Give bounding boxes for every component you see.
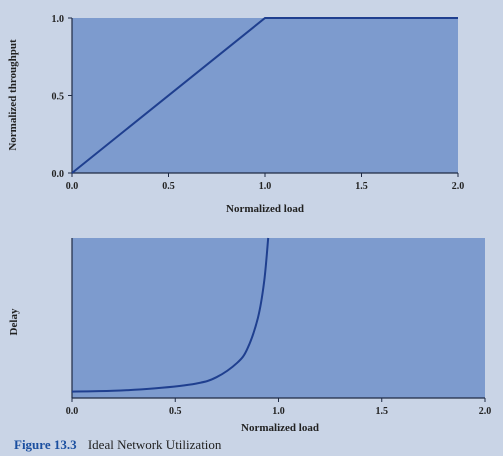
throughput-series-line [71,17,458,174]
throughput-x-tick-label: 0.0 [66,181,79,192]
figure-title: Ideal Network Utilization [87,437,222,452]
delay-chart: 0.0 0.5 1.0 1.5 2.0 Normalized load Delay [8,237,492,434]
delay-x-tick-label: 0.5 [169,406,182,417]
throughput-x-tick-label: 1.5 [355,181,368,192]
throughput-x-tick-label: 0.5 [162,181,175,192]
throughput-x-axis-title: Normalized load [226,203,304,215]
delay-x-tick-label: 1.5 [376,406,389,417]
throughput-x-tick-label: 1.0 [259,181,272,192]
delay-ticks: 0.0 0.5 1.0 1.5 2.0 [66,398,492,417]
throughput-chart: 0.0 0.5 1.0 1.5 2.0 0.0 0.5 1.0 Normalized load… [7,14,464,215]
delay-x-tick-label: 0.0 [66,406,79,417]
delay-y-axis-title: Delay [8,308,20,335]
figure-caption: Figure 13.3 Ideal Network Utilization [14,437,221,453]
delay-x-tick-label: 1.0 [272,406,285,417]
delay-x-tick-label: 2.0 [479,406,492,417]
figure-number: Figure 13.3 [14,437,77,452]
throughput-y-axis-title: Normalized throughput [7,39,19,151]
throughput-plot-area [72,18,458,173]
delay-x-axis-title: Normalized load [241,422,319,434]
throughput-x-tick-label: 2.0 [452,181,465,192]
throughput-y-tick-label: 0.0 [52,169,65,180]
delay-series-line [71,237,270,393]
delay-plot-area [72,238,485,398]
throughput-ticks: 0.0 0.5 1.0 1.5 2.0 0.0 0.5 1.0 [52,14,465,192]
throughput-y-tick-label: 1.0 [52,14,65,25]
throughput-y-tick-label: 0.5 [52,92,65,103]
